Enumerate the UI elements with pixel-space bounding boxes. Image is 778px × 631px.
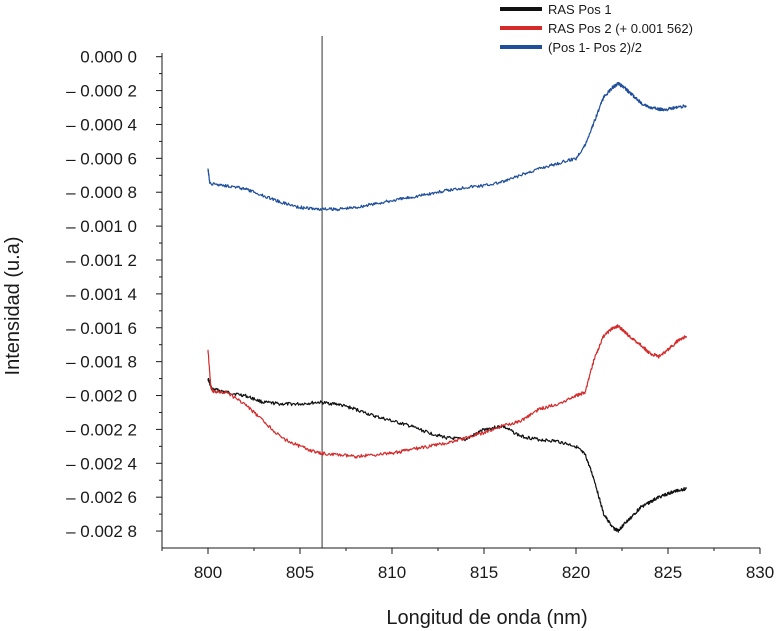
legend: RAS Pos 1 RAS Pos 2 (+ 0.001 562) (Pos 1- … bbox=[500, 2, 693, 55]
x-tick-label: 830 bbox=[746, 563, 774, 582]
x-tick-label: 800 bbox=[194, 563, 222, 582]
y-tick-label: – 0.000 4 bbox=[66, 115, 137, 134]
legend-label: RAS Pos 2 (+ 0.001 562) bbox=[548, 21, 693, 36]
axes-layer: 800 805 810 815 820 825 830 0.000 0 – 0.000 2 – 0… bbox=[66, 48, 774, 582]
y-tick-label: – 0.001 8 bbox=[66, 353, 137, 372]
y-tick-label: – 0.000 6 bbox=[66, 149, 137, 168]
y-tick-label: – 0.001 4 bbox=[66, 285, 137, 304]
x-tick-label: 820 bbox=[562, 563, 590, 582]
x-tick-label: 805 bbox=[286, 563, 314, 582]
series-layer bbox=[207, 81, 687, 533]
y-tick-label: – 0.001 0 bbox=[66, 217, 137, 236]
legend-label: RAS Pos 1 bbox=[548, 2, 612, 17]
series-line-ras-pos-2 bbox=[207, 324, 687, 459]
legend-label: (Pos 1- Pos 2)/2 bbox=[548, 40, 642, 55]
y-tick-label: – 0.001 2 bbox=[66, 251, 137, 270]
y-tick-label: – 0.000 8 bbox=[66, 183, 137, 202]
x-axis-title: Longitud de onda (nm) bbox=[386, 607, 587, 629]
y-tick-label: 0.000 0 bbox=[80, 48, 137, 67]
y-tick-label: – 0.002 0 bbox=[66, 387, 137, 406]
y-axis-title: Intensidad (u.a) bbox=[2, 237, 24, 376]
x-tick-label: 825 bbox=[654, 563, 682, 582]
y-tick-label: – 0.001 6 bbox=[66, 319, 137, 338]
series-line-ras-pos-1 bbox=[207, 377, 687, 533]
y-tick-label: – 0.000 2 bbox=[66, 82, 137, 101]
y-tick-label: – 0.002 4 bbox=[66, 454, 137, 473]
y-tick-label: – 0.002 6 bbox=[66, 488, 137, 507]
y-tick-label: – 0.002 8 bbox=[66, 522, 137, 541]
x-tick-label: 815 bbox=[470, 563, 498, 582]
x-tick-label: 810 bbox=[378, 563, 406, 582]
y-tick-label: – 0.002 2 bbox=[66, 420, 137, 439]
series-line-difference bbox=[207, 81, 687, 212]
